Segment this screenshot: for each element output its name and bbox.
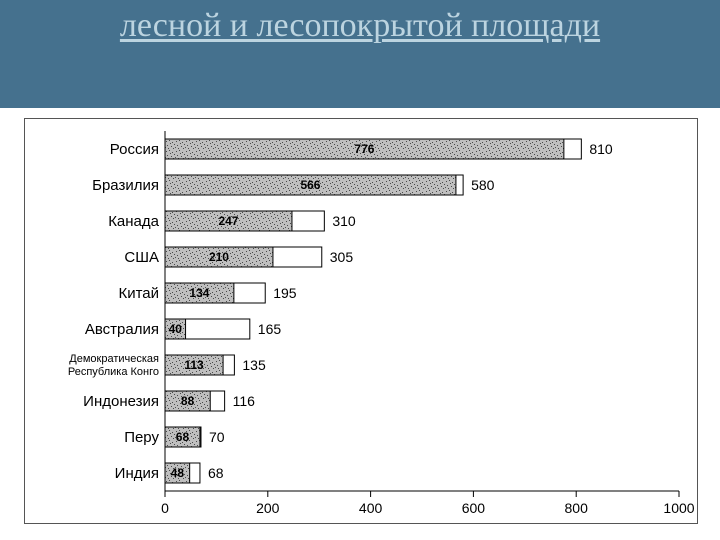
value-inner: 40 — [169, 322, 183, 336]
value-outer: 135 — [242, 357, 266, 373]
value-outer: 195 — [273, 285, 297, 301]
title-banner: лесной и лесопокрытой площади — [0, 0, 720, 108]
x-tick-label: 200 — [256, 500, 280, 516]
category-label: Демократическая — [69, 353, 159, 365]
value-outer: 305 — [330, 249, 354, 265]
value-inner: 68 — [176, 430, 190, 444]
value-outer: 165 — [258, 321, 282, 337]
value-outer: 310 — [332, 213, 356, 229]
value-inner: 113 — [184, 358, 204, 372]
value-inner: 48 — [171, 466, 185, 480]
category-label: Китай — [118, 285, 159, 302]
page-title: лесной и лесопокрытой площади — [120, 7, 600, 44]
category-label: Австралия — [85, 321, 159, 338]
value-inner: 566 — [300, 178, 320, 192]
category-label: Индонезия — [83, 393, 159, 410]
value-inner: 776 — [354, 142, 374, 156]
category-label: Бразилия — [92, 177, 159, 194]
chart-container: 0 200 400 600 800 1000 Россия 776 810 Бразилия 566… — [0, 108, 720, 534]
category-label: США — [124, 249, 159, 266]
value-inner: 247 — [218, 214, 238, 228]
x-tick-label: 600 — [462, 500, 486, 516]
category-label: Россия — [110, 141, 159, 158]
value-outer: 70 — [209, 429, 225, 445]
category-label: Индия — [115, 465, 159, 482]
value-outer: 810 — [589, 141, 613, 157]
x-tick-label: 1000 — [663, 500, 694, 516]
value-inner: 210 — [209, 250, 229, 264]
value-inner: 88 — [181, 394, 195, 408]
x-tick-label: 0 — [161, 500, 169, 516]
value-outer: 116 — [233, 393, 256, 409]
bar-chart: 0 200 400 600 800 1000 Россия 776 810 Бразилия 566… — [24, 118, 698, 524]
value-inner: 134 — [189, 286, 209, 300]
x-tick-label: 400 — [359, 500, 383, 516]
category-label: Республика Конго — [68, 366, 159, 378]
category-label: Перу — [124, 429, 159, 446]
category-label: Канада — [108, 213, 159, 230]
x-tick-label: 800 — [565, 500, 589, 516]
value-outer: 580 — [471, 177, 495, 193]
value-outer: 68 — [208, 465, 224, 481]
